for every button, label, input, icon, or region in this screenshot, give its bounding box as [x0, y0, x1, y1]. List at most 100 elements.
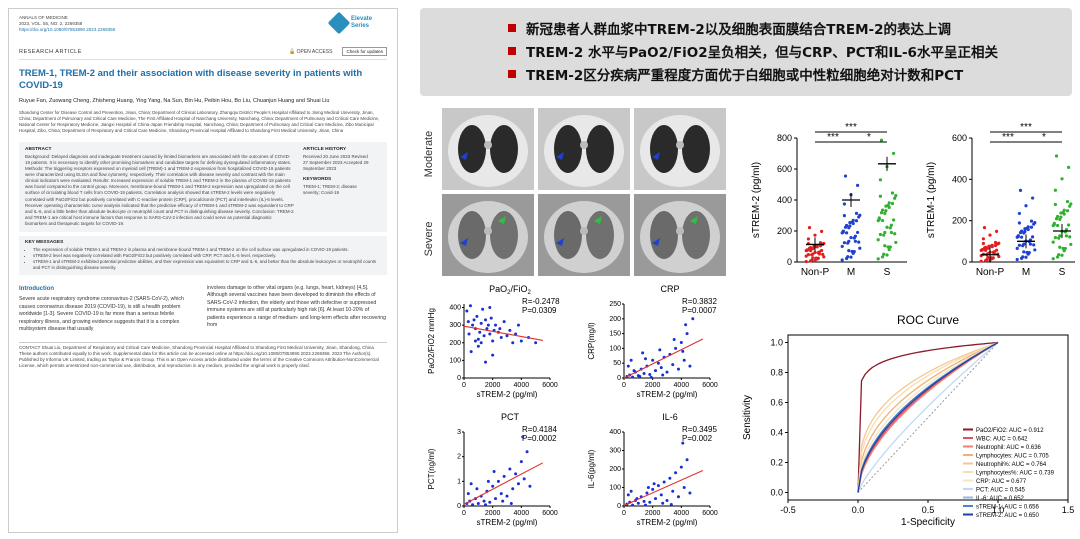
data-point [505, 334, 509, 338]
data-point [884, 209, 888, 213]
data-point [840, 244, 844, 249]
data-point [646, 486, 650, 489]
y-tick-label: 0 [457, 503, 461, 510]
y-tick-label: 100 [609, 345, 621, 352]
x-tick-label: M [847, 267, 855, 278]
data-point [681, 349, 685, 353]
x-tick-label: 6000 [542, 510, 558, 517]
ct-spine [676, 227, 684, 235]
data-point [661, 501, 665, 505]
title-part: 2 [528, 290, 532, 296]
data-point [1062, 249, 1066, 253]
data-point [856, 183, 860, 187]
data-point [1018, 231, 1023, 235]
abstract-box: ABSTRACT Background: Delayed diagnosis a… [19, 142, 387, 232]
data-point [671, 363, 675, 367]
data-point [645, 491, 649, 495]
ct-arrow-icon [594, 216, 602, 224]
y-tick-label: 400 [449, 305, 461, 312]
y-tick-label: 400 [952, 174, 967, 184]
data-point [654, 497, 658, 501]
data-point [488, 332, 492, 336]
data-point [502, 320, 506, 324]
data-point [1028, 242, 1032, 246]
y-tick-label: 0.8 [770, 368, 783, 378]
data-point [1053, 202, 1057, 207]
data-point [883, 211, 887, 216]
p-value: P=0.0309 [522, 306, 557, 315]
doi-link[interactable]: https://doi.org/10.1080/07853890.2023.22… [19, 27, 116, 33]
paper-authors: Ruyue Fan, Zuowang Cheng, Zhisheng Huang… [19, 97, 330, 104]
roc-curve [857, 342, 999, 493]
data-point [876, 219, 880, 223]
data-point [878, 232, 882, 237]
data-point [519, 460, 523, 464]
data-point [876, 257, 880, 261]
legend-label: Lymphocytes: AUC = 0.705 [976, 454, 1049, 460]
significance-label: *** [1002, 132, 1014, 143]
chart-title: PaO2/FiO2 [489, 284, 531, 296]
data-point [629, 358, 633, 362]
data-point [522, 477, 526, 481]
y-tick-label: 200 [449, 340, 461, 347]
data-point [481, 307, 485, 311]
y-axis-label: Sensitivity [742, 395, 753, 440]
abstract-heading: ABSTRACT [25, 147, 52, 153]
banner-line: TREM-2区分疾病严重程度方面优于白细胞或中性粒细胞绝对计数和PCT [508, 62, 1072, 85]
y-tick-label: 200 [609, 466, 621, 473]
data-point [644, 503, 647, 507]
data-point [842, 214, 846, 218]
p-value: P=0.002 [682, 434, 713, 443]
x-tick-label: Non-P [801, 267, 830, 278]
data-point [1024, 204, 1028, 208]
roc-curve [857, 341, 999, 493]
data-point [1032, 222, 1036, 226]
y-tick-label: 200 [609, 316, 621, 323]
data-point [638, 375, 642, 379]
data-point [804, 249, 808, 253]
data-point [988, 233, 992, 237]
data-point [642, 372, 646, 376]
banner-text: 新冠患者人群血浆中TREM-2以及细胞表面膜结合TREM-2的表达上调 [526, 21, 952, 38]
intro-column-2: involves damage to other vital organs (e… [207, 284, 386, 329]
paper-title: TREM-1, TREM-2 and their association wit… [19, 68, 363, 92]
data-point [885, 253, 889, 257]
data-point [468, 304, 472, 308]
data-point [809, 259, 813, 263]
open-access-label: OPEN ACCESS [296, 48, 333, 55]
x-tick-label: 0 [622, 510, 626, 517]
ct-left-lung [554, 125, 582, 173]
x-tick-label: 2000 [485, 382, 501, 389]
data-point [669, 503, 673, 507]
roc-curve [857, 341, 999, 493]
check-updates-button[interactable]: Check for updates [342, 47, 387, 57]
y-axis-label: sTREM-2 (pg/ml) [751, 162, 762, 238]
y-tick-label: 0 [617, 375, 621, 382]
key-messages-heading: KEY MESSAGES [25, 239, 64, 245]
data-point [879, 138, 884, 142]
legend-label: PCT: AUC = 0.545 [976, 488, 1026, 494]
data-point [1015, 257, 1019, 262]
data-point [820, 229, 824, 233]
roc-curve [857, 341, 999, 493]
data-point [995, 229, 999, 233]
data-point [473, 339, 477, 343]
data-point [847, 226, 851, 230]
data-point [993, 243, 998, 248]
data-point [1058, 245, 1062, 249]
data-point [476, 344, 480, 348]
ct-arrow-icon [460, 152, 468, 160]
data-point [488, 306, 492, 310]
data-point [893, 196, 897, 200]
data-point [1017, 211, 1021, 216]
contact-text: CONTACT Shuai Liu, Department of Respira… [19, 344, 374, 350]
data-point [649, 375, 653, 379]
data-point [484, 318, 487, 322]
ct-left-lung [458, 211, 486, 259]
data-point [528, 484, 532, 488]
data-point [892, 218, 896, 222]
data-point [489, 316, 493, 320]
data-point [1065, 209, 1070, 213]
data-point [882, 233, 886, 237]
logo-icon [327, 11, 351, 35]
